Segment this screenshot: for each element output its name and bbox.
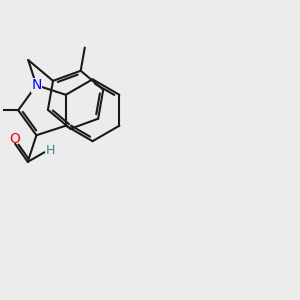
Text: H: H [46,144,56,157]
Text: N: N [31,78,42,92]
Text: O: O [10,132,20,146]
